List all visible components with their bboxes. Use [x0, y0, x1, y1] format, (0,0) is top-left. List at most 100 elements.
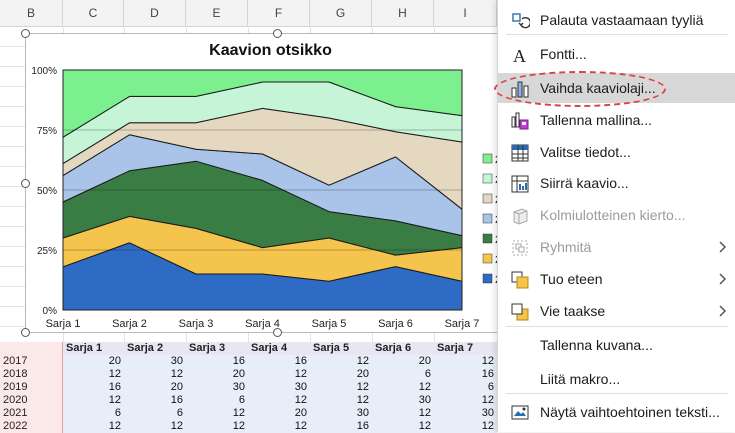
column-header-h[interactable]: H: [372, 0, 434, 26]
chart-title[interactable]: Kaavion otsikko: [209, 42, 332, 59]
table-cell[interactable]: 20: [248, 407, 310, 420]
row-year-cell[interactable]: 2017: [0, 355, 63, 368]
table-cell[interactable]: 12: [63, 394, 124, 407]
row-year-cell[interactable]: 2021: [0, 407, 63, 420]
menu-item-palauta-vastaamaan-tyyliä[interactable]: Palauta vastaamaan tyyliä: [498, 5, 735, 35]
table-cell[interactable]: 20: [310, 368, 372, 381]
row-year-cell[interactable]: 2019: [0, 381, 63, 394]
table-cell[interactable]: 12: [248, 368, 310, 381]
group-icon: [510, 238, 530, 258]
menu-item-tuo-eteen[interactable]: Tuo eteen: [498, 264, 735, 294]
resize-handle[interactable]: [273, 328, 282, 337]
table-cell[interactable]: 30: [434, 407, 497, 420]
resize-handle[interactable]: [273, 29, 282, 38]
table-cell[interactable]: 12: [248, 420, 310, 433]
table-cell[interactable]: 16: [248, 355, 310, 368]
legend-swatch[interactable]: [482, 213, 493, 224]
table-header-cell[interactable]: Sarja 5: [310, 342, 372, 355]
table-row: 2019 16 20 30 30 12 12 6: [0, 381, 497, 394]
table-cell[interactable]: 12: [124, 368, 186, 381]
column-header-c[interactable]: C: [63, 0, 124, 26]
context-menu[interactable]: Palauta vastaamaan tyyliä A Fontti... Vaihd…: [497, 0, 735, 432]
legend-swatch[interactable]: [482, 173, 493, 184]
table-cell[interactable]: 12: [124, 420, 186, 433]
menu-item-liitä-makro[interactable]: Liitä makro...: [498, 364, 735, 394]
legend-swatch[interactable]: [482, 273, 493, 284]
table-header-cell[interactable]: Sarja 4: [248, 342, 310, 355]
table-cell[interactable]: 20: [124, 381, 186, 394]
menu-item-vie-taakse[interactable]: Vie taakse: [498, 296, 735, 326]
table-cell[interactable]: 20: [63, 355, 124, 368]
resize-handle[interactable]: [21, 29, 30, 38]
table-cell[interactable]: 16: [186, 355, 248, 368]
menu-item-tallenna-mallina[interactable]: Tallenna mallina...: [498, 105, 735, 135]
table-header-cell[interactable]: Sarja 3: [186, 342, 248, 355]
table-cell[interactable]: 30: [310, 407, 372, 420]
menu-item-label: Palauta vastaamaan tyyliä: [540, 12, 704, 28]
legend-swatch[interactable]: [482, 233, 493, 244]
table-cell[interactable]: 30: [186, 381, 248, 394]
resize-handle[interactable]: [21, 179, 30, 188]
column-header-i[interactable]: I: [434, 0, 497, 26]
menu-item-valitse-tiedot[interactable]: Valitse tiedot...: [498, 137, 735, 167]
chart-area[interactable]: Kaavion otsikko 0% 25% 50% 75% 100% Sarja 1 Sar…: [25, 33, 530, 333]
menu-item-siirrä-kaavio[interactable]: Siirrä kaavio...: [498, 168, 735, 198]
table-corner[interactable]: [0, 342, 63, 355]
table-cell[interactable]: 20: [372, 355, 434, 368]
menu-item-fontti[interactable]: A Fontti...: [498, 39, 735, 69]
menu-item-tallenna-kuvana[interactable]: Tallenna kuvana...: [498, 330, 735, 360]
table-cell[interactable]: 16: [434, 368, 497, 381]
column-header-b[interactable]: B: [0, 0, 63, 26]
row-year-cell[interactable]: 2018: [0, 368, 63, 381]
table-cell[interactable]: 12: [63, 420, 124, 433]
table-cell[interactable]: 12: [248, 394, 310, 407]
menu-item-kolmiulotteinen-kierto: Kolmiulotteinen kierto...: [498, 200, 735, 230]
table-header-cell[interactable]: Sarja 2: [124, 342, 186, 355]
table-cell[interactable]: 6: [186, 394, 248, 407]
table-cell[interactable]: 20: [186, 368, 248, 381]
table-cell[interactable]: 30: [372, 394, 434, 407]
table-cell[interactable]: 12: [434, 394, 497, 407]
table-cell[interactable]: 12: [372, 381, 434, 394]
chevron-right-icon: [718, 272, 728, 286]
table-cell[interactable]: 12: [434, 355, 497, 368]
table-cell[interactable]: 12: [186, 420, 248, 433]
table-cell[interactable]: 12: [63, 368, 124, 381]
table-cell[interactable]: 16: [124, 394, 186, 407]
table-cell[interactable]: 16: [310, 420, 372, 433]
plot-area[interactable]: [62, 69, 463, 311]
menu-item-label: Fontti...: [540, 46, 587, 62]
area-chart[interactable]: Kaavion otsikko 0% 25% 50% 75% 100% Sarja 1 Sar…: [26, 34, 529, 332]
row-year-cell[interactable]: 2020: [0, 394, 63, 407]
legend-swatch[interactable]: [482, 193, 493, 204]
column-header-d[interactable]: D: [124, 0, 186, 26]
table-cell[interactable]: 6: [372, 368, 434, 381]
table-cell[interactable]: 12: [434, 420, 497, 433]
table-cell[interactable]: 12: [372, 420, 434, 433]
column-header-e[interactable]: E: [186, 0, 248, 26]
column-header-g[interactable]: G: [310, 0, 372, 26]
row-year-cell[interactable]: 2022: [0, 420, 63, 433]
table-cell[interactable]: 30: [124, 355, 186, 368]
menu-item-label: Valitse tiedot...: [540, 144, 631, 160]
resize-handle[interactable]: [21, 328, 30, 337]
legend-swatch[interactable]: [482, 153, 493, 164]
table-cell[interactable]: 6: [63, 407, 124, 420]
table-cell[interactable]: 12: [310, 355, 372, 368]
table-cell[interactable]: 12: [186, 407, 248, 420]
menu-item-näytä-vaihtoehtoinen-teksti[interactable]: Näytä vaihtoehtoinen teksti...: [498, 397, 735, 427]
table-header-cell[interactable]: Sarja 7: [434, 342, 497, 355]
table-cell[interactable]: 12: [372, 407, 434, 420]
table-cell[interactable]: 6: [434, 381, 497, 394]
table-cell[interactable]: 12: [310, 381, 372, 394]
table-cell[interactable]: 16: [63, 381, 124, 394]
table-cell[interactable]: 30: [248, 381, 310, 394]
table-header-cell[interactable]: Sarja 1: [63, 342, 124, 355]
table-header-cell[interactable]: Sarja 6: [372, 342, 434, 355]
column-header-f[interactable]: F: [248, 0, 310, 26]
legend-swatch[interactable]: [482, 253, 493, 264]
table-cell[interactable]: 6: [124, 407, 186, 420]
x-tick-label: Sarja 6: [378, 318, 413, 330]
table-cell[interactable]: 12: [310, 394, 372, 407]
